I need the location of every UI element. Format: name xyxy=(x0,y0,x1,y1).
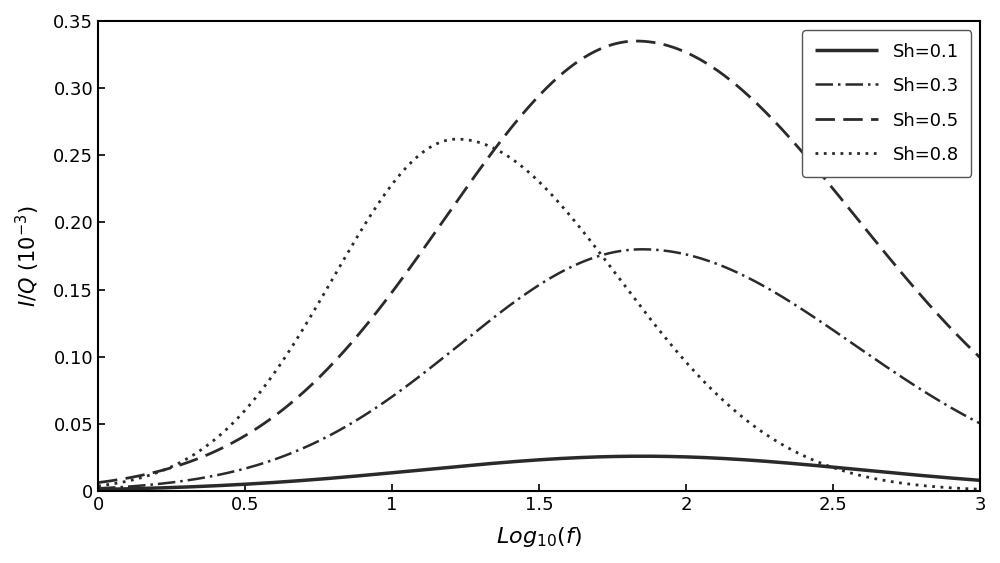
Sh=0.3 xyxy=(636,246,648,253)
Sh=0.8 xyxy=(957,485,969,492)
Sh=0.8 xyxy=(245,400,257,406)
Sh=0.5 xyxy=(430,227,442,234)
Sh=0.1 xyxy=(862,467,874,474)
Sh=0.1 xyxy=(193,483,205,490)
Sh=0.3 xyxy=(193,475,205,482)
Sh=0.3 xyxy=(862,351,874,358)
Sh=0.5 xyxy=(957,338,969,345)
Sh=0.5 xyxy=(974,355,986,361)
Line: Sh=0.1: Sh=0.1 xyxy=(98,456,980,489)
Sh=0.1 xyxy=(957,476,969,482)
Sh=0.5 xyxy=(245,428,257,435)
Sh=0.3 xyxy=(974,420,986,427)
Sh=0.3 xyxy=(92,485,104,491)
Sh=0.3 xyxy=(430,360,442,367)
Sh=0.8 xyxy=(862,474,874,481)
Sh=0.3 xyxy=(469,329,481,336)
Sh=0.3 xyxy=(957,411,969,418)
Sh=0.8 xyxy=(974,486,986,493)
Sh=0.1 xyxy=(245,480,257,487)
Line: Sh=0.8: Sh=0.8 xyxy=(98,139,980,489)
Line: Sh=0.3: Sh=0.3 xyxy=(98,249,980,488)
Sh=0.8 xyxy=(92,482,104,489)
Sh=0.1 xyxy=(636,453,648,459)
Sh=0.8 xyxy=(430,141,442,148)
Sh=0.5 xyxy=(92,479,104,486)
Sh=0.5 xyxy=(630,38,642,44)
Sh=0.1 xyxy=(430,465,442,472)
Sh=0.5 xyxy=(193,455,205,462)
Y-axis label: $I/Q$ $(10^{-3})$: $I/Q$ $(10^{-3})$ xyxy=(14,205,42,307)
Sh=0.1 xyxy=(974,477,986,484)
Sh=0.5 xyxy=(469,173,481,180)
Sh=0.3 xyxy=(245,463,257,470)
X-axis label: $Log_{10}(f)$: $Log_{10}(f)$ xyxy=(496,525,582,549)
Sh=0.1 xyxy=(92,486,104,493)
Sh=0.8 xyxy=(193,448,205,455)
Line: Sh=0.5: Sh=0.5 xyxy=(98,41,980,482)
Sh=0.8 xyxy=(451,136,463,142)
Legend: Sh=0.1, Sh=0.3, Sh=0.5, Sh=0.8: Sh=0.1, Sh=0.3, Sh=0.5, Sh=0.8 xyxy=(802,30,971,177)
Sh=0.8 xyxy=(469,138,481,145)
Sh=0.5 xyxy=(862,229,874,236)
Sh=0.1 xyxy=(469,462,481,468)
